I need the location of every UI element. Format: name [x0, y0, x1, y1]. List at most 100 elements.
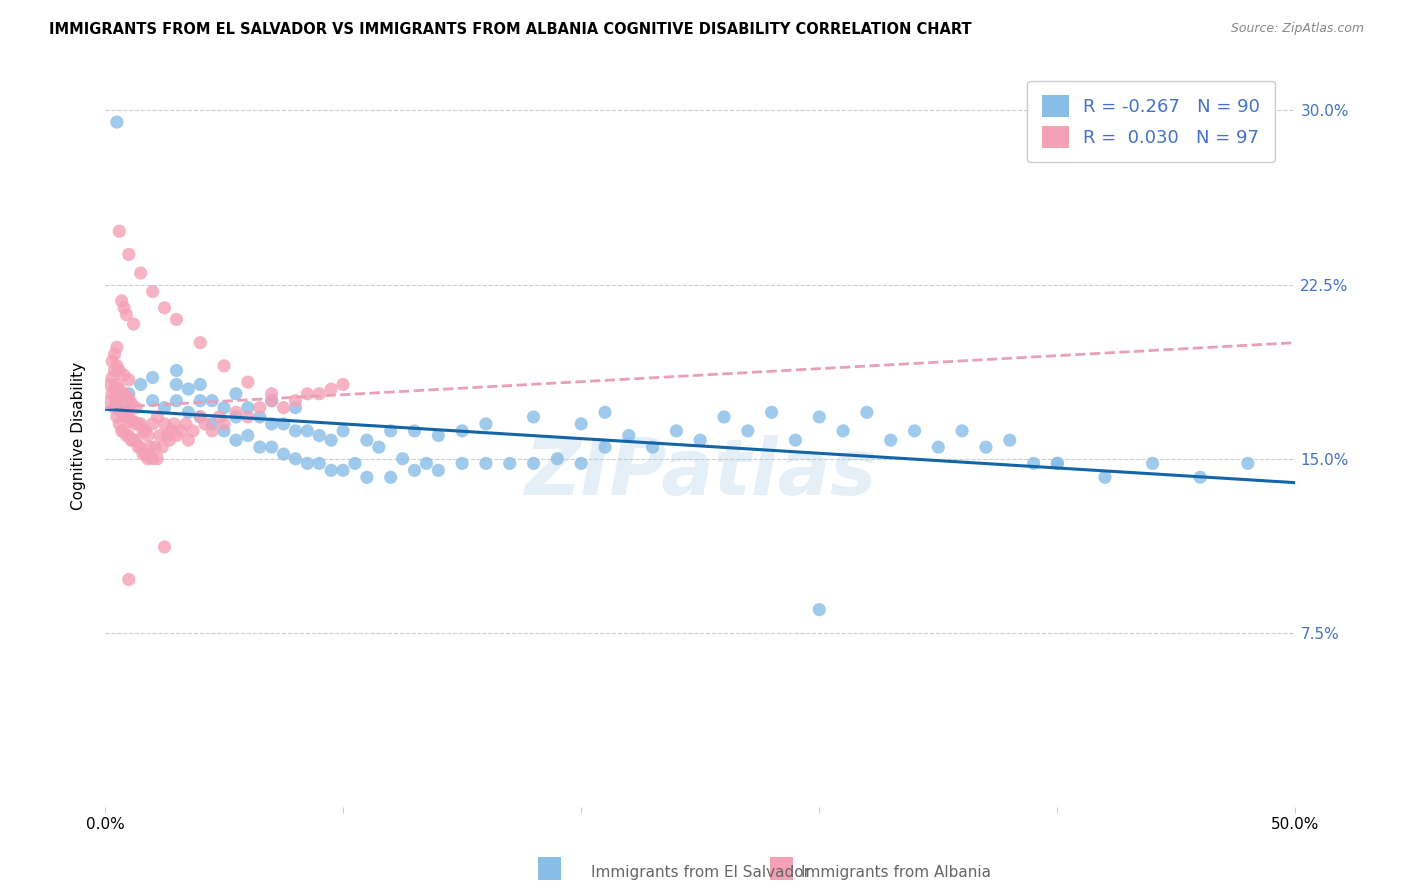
Point — [974, 440, 997, 454]
Point — [134, 424, 156, 438]
Point — [808, 409, 831, 424]
Point — [284, 451, 307, 466]
Point — [522, 456, 544, 470]
Point — [177, 433, 200, 447]
Legend: R = -0.267   N = 90, R =  0.030   N = 97: R = -0.267 N = 90, R = 0.030 N = 97 — [1028, 80, 1274, 162]
Point — [174, 417, 197, 431]
Point — [153, 301, 176, 315]
Point — [194, 417, 217, 431]
Point — [343, 456, 366, 470]
Point — [118, 386, 141, 401]
Point — [188, 377, 211, 392]
Point — [1189, 470, 1212, 484]
Point — [225, 405, 247, 419]
Point — [156, 428, 179, 442]
Text: IMMIGRANTS FROM EL SALVADOR VS IMMIGRANTS FROM ALBANIA COGNITIVE DISABILITY CORR: IMMIGRANTS FROM EL SALVADOR VS IMMIGRANT… — [49, 22, 972, 37]
Point — [181, 424, 204, 438]
Point — [1094, 470, 1116, 484]
Point — [103, 363, 125, 377]
Point — [404, 463, 426, 477]
Point — [332, 463, 354, 477]
Point — [163, 417, 186, 431]
Point — [105, 393, 128, 408]
Point — [118, 428, 141, 442]
Point — [108, 401, 131, 415]
Point — [737, 424, 759, 438]
Point — [785, 433, 807, 447]
Point — [112, 386, 135, 401]
Point — [105, 115, 128, 129]
Point — [127, 417, 149, 431]
Point — [451, 456, 474, 470]
Point — [142, 451, 165, 466]
Point — [108, 382, 131, 396]
Point — [129, 377, 152, 392]
Point — [260, 393, 283, 408]
Point — [136, 428, 159, 442]
Point — [165, 377, 187, 392]
Point — [332, 424, 354, 438]
Point — [284, 393, 307, 408]
Point — [139, 440, 162, 454]
Point — [146, 409, 169, 424]
Point — [129, 266, 152, 280]
Point — [761, 405, 783, 419]
Point — [236, 401, 259, 415]
Point — [153, 540, 176, 554]
Point — [321, 433, 343, 447]
Point — [260, 417, 283, 431]
Point — [404, 424, 426, 438]
Point — [118, 373, 141, 387]
Point — [713, 409, 735, 424]
Point — [111, 405, 134, 419]
Text: Source: ZipAtlas.com: Source: ZipAtlas.com — [1230, 22, 1364, 36]
Point — [122, 415, 145, 429]
Point — [98, 377, 121, 392]
Point — [146, 451, 169, 466]
Point — [177, 382, 200, 396]
Point — [593, 405, 616, 419]
Point — [475, 456, 498, 470]
Point — [115, 409, 138, 424]
Point — [321, 463, 343, 477]
Point — [201, 393, 224, 408]
Point — [125, 433, 148, 447]
Point — [260, 440, 283, 454]
Point — [297, 456, 319, 470]
Point — [111, 386, 134, 401]
Point — [118, 247, 141, 261]
Point — [427, 463, 450, 477]
Point — [149, 428, 172, 442]
Point — [108, 224, 131, 238]
Text: ZIPatlas: ZIPatlas — [524, 434, 876, 510]
Point — [122, 317, 145, 331]
Point — [170, 424, 193, 438]
Point — [308, 456, 330, 470]
Point — [1046, 456, 1069, 470]
Point — [367, 440, 389, 454]
Point — [105, 359, 128, 373]
Point — [236, 409, 259, 424]
Point — [120, 396, 142, 410]
Point — [112, 405, 135, 419]
Point — [165, 312, 187, 326]
Point — [142, 393, 165, 408]
Point — [308, 386, 330, 401]
Point — [356, 433, 378, 447]
Point — [427, 428, 450, 442]
Point — [569, 456, 592, 470]
Point — [118, 392, 141, 406]
Point — [273, 447, 295, 461]
Point — [160, 424, 183, 438]
Point — [260, 393, 283, 408]
Point — [136, 451, 159, 466]
Point — [165, 363, 187, 377]
Point — [153, 417, 176, 431]
Point — [142, 417, 165, 431]
Point — [112, 301, 135, 315]
Point — [475, 417, 498, 431]
Point — [808, 602, 831, 616]
Point — [153, 401, 176, 415]
Point — [665, 424, 688, 438]
Point — [120, 415, 142, 429]
